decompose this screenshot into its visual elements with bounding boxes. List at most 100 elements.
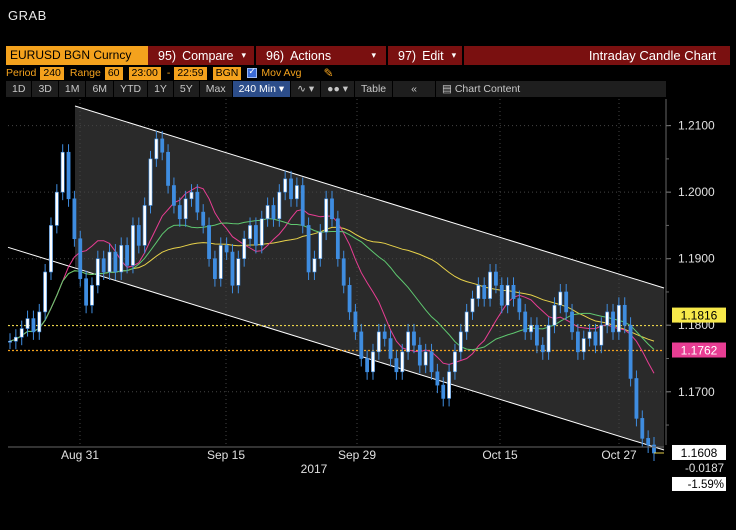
pencil-icon[interactable]: ✎ <box>323 66 334 80</box>
period-field[interactable]: 240 <box>40 66 64 80</box>
ticker-field[interactable]: EURUSD BGN Curncy <box>6 46 148 65</box>
chart-style-icon[interactable]: ●● ▾ <box>321 81 356 97</box>
candle-body <box>517 298 522 313</box>
candle-body <box>330 198 334 220</box>
start-time-field[interactable]: 23:00 <box>128 66 161 80</box>
range-button-max[interactable]: Max <box>200 81 233 97</box>
candle-body <box>570 311 574 333</box>
candle-body <box>470 298 475 313</box>
ma-lower-price-tag-text: 1.1762 <box>681 344 718 358</box>
candle-body <box>95 258 100 286</box>
edit-menu-number: 97) <box>398 48 417 63</box>
time-range-dash: - <box>166 67 171 79</box>
candle-body <box>622 304 627 326</box>
pct-change-text: -1.59% <box>688 479 724 491</box>
candle-body <box>72 198 77 240</box>
candle-body <box>324 198 329 233</box>
range-button-3d[interactable]: 3D <box>32 81 59 97</box>
last-price-tag-text: 1.1608 <box>681 446 718 460</box>
ma-lower-price-tag: 1.1762 <box>672 342 726 358</box>
candle-body <box>160 138 165 153</box>
candle-body <box>195 191 200 213</box>
candle-body <box>37 311 42 333</box>
candle-body <box>107 251 112 273</box>
pricing-source-field[interactable]: BGN <box>212 66 242 80</box>
candle-body <box>488 271 492 299</box>
candle-body <box>236 258 241 286</box>
ma-lower-price-tag-box <box>672 342 726 358</box>
candle-body <box>201 211 206 226</box>
table-button[interactable]: Table <box>355 81 394 97</box>
candle-body <box>142 205 147 246</box>
candle-body <box>412 331 416 346</box>
candle-body <box>359 331 364 359</box>
candle-body <box>166 151 170 186</box>
ma-upper-price-tag: 1.1816 <box>672 307 726 323</box>
candle-body <box>476 285 481 299</box>
candle-body <box>652 444 656 454</box>
range-button-6m[interactable]: 6M <box>86 81 115 97</box>
candle-body <box>289 178 293 200</box>
candle-body <box>546 324 551 353</box>
actions-menu[interactable]: 96) Actions ▾ <box>256 46 388 65</box>
compare-menu[interactable]: 95) Compare ▾ <box>148 46 256 65</box>
y-tick-label: 1.1900 <box>678 252 715 266</box>
candle-body <box>611 311 615 333</box>
candle-body <box>482 285 487 299</box>
candle-body <box>394 358 399 373</box>
candle-body <box>453 351 457 373</box>
candle-body <box>540 344 545 353</box>
candle-body <box>558 291 563 306</box>
candle-body <box>213 258 217 279</box>
end-time-field[interactable]: 22:59 <box>174 66 207 80</box>
candle-body <box>523 311 528 333</box>
candle-body <box>587 331 592 339</box>
candle-body <box>43 271 48 313</box>
channel-lower-line <box>7 246 665 451</box>
candle-body <box>189 191 194 200</box>
candle-body <box>265 205 270 220</box>
x-year-label: 2017 <box>301 462 328 476</box>
range-field[interactable]: 60 <box>104 66 123 80</box>
double-chevron-left-icon[interactable]: « <box>393 81 436 97</box>
range-button-1m[interactable]: 1M <box>59 81 87 97</box>
candle-body <box>154 138 159 160</box>
candle-body <box>605 311 610 326</box>
candle-body <box>271 205 276 220</box>
candle-body <box>136 225 141 246</box>
candle-body <box>148 158 153 206</box>
edit-menu[interactable]: 97) Edit ▾ <box>388 46 464 65</box>
candle-body <box>406 331 411 353</box>
command-bar: EURUSD BGN Curncy 95) Compare ▾ 96) Acti… <box>6 46 730 65</box>
mov-avg-checkbox[interactable] <box>247 66 258 78</box>
chart-content-button[interactable]: ▤ Chart Content <box>436 81 526 97</box>
candle-body <box>335 218 340 259</box>
range-button-1d[interactable]: 1D <box>6 81 33 97</box>
candle-body <box>242 238 247 259</box>
net-change-text: -0.0187 <box>685 463 724 475</box>
candle-body <box>529 324 533 333</box>
candle-body <box>511 285 516 299</box>
candle-body <box>371 351 375 373</box>
range-label: Range <box>69 67 101 79</box>
x-tick-label: Oct 15 <box>482 448 518 462</box>
candle-body <box>581 338 586 353</box>
range-button-ytd[interactable]: YTD <box>114 81 149 97</box>
chevron-down-icon: ▾ <box>451 50 457 60</box>
candle-body <box>224 245 229 253</box>
range-button-5y[interactable]: 5Y <box>174 81 200 97</box>
candle-body <box>382 331 387 339</box>
y-tick-label: 1.1700 <box>678 385 715 399</box>
range-button-1y[interactable]: 1Y <box>148 81 174 97</box>
line-chart-icon[interactable]: ∿ ▾ <box>291 81 322 97</box>
candle-body <box>19 328 24 338</box>
candle-body <box>207 225 211 259</box>
candle-body <box>564 291 569 313</box>
candle-body <box>306 225 311 273</box>
interval-dropdown[interactable]: 240 Min ▾ <box>232 81 292 97</box>
candle-body <box>172 185 176 206</box>
candle-body <box>353 311 358 333</box>
ma-upper-price-tag-text: 1.1816 <box>681 309 718 323</box>
